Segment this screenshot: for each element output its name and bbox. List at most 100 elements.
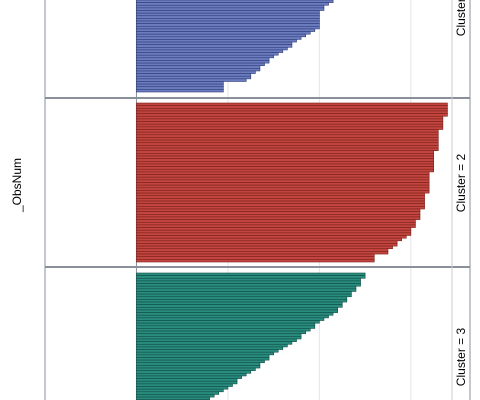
bar [136, 62, 265, 67]
bar [136, 283, 361, 287]
bar [136, 168, 435, 173]
bar [136, 325, 316, 329]
bar [136, 36, 302, 40]
bar [136, 288, 357, 292]
bar [136, 351, 274, 356]
bar [136, 190, 430, 194]
bar [136, 343, 288, 348]
bar [136, 304, 343, 308]
bar [136, 163, 435, 167]
bar [136, 338, 297, 342]
bar [136, 15, 320, 19]
bar [136, 126, 444, 130]
bar [136, 227, 412, 231]
bar [136, 280, 361, 284]
bar [136, 28, 316, 32]
bar [136, 320, 320, 324]
bar [136, 187, 430, 191]
panel-label: Cluster = 2 [454, 153, 468, 212]
bar [136, 203, 425, 207]
bar [136, 23, 320, 27]
bar [136, 113, 448, 117]
bar [136, 47, 288, 51]
bar [136, 354, 270, 358]
bar [136, 388, 224, 393]
bar [136, 70, 256, 74]
bar [136, 195, 425, 199]
bar [136, 396, 210, 400]
bar [136, 49, 284, 53]
bar [136, 293, 352, 298]
bar [136, 333, 302, 337]
bar [136, 10, 320, 14]
bar [136, 291, 352, 295]
bar [136, 367, 256, 371]
bar [136, 200, 425, 205]
bar [136, 123, 444, 128]
bar [136, 31, 311, 35]
bar [136, 322, 316, 327]
bar [136, 52, 279, 56]
bar [136, 41, 293, 45]
bar [136, 216, 421, 220]
bar [136, 299, 348, 303]
bar [136, 365, 261, 369]
bar [136, 330, 306, 335]
bar [136, 370, 252, 374]
bar [136, 380, 238, 385]
bar [136, 75, 252, 80]
bar [136, 391, 220, 395]
bar [136, 65, 261, 69]
bar [136, 129, 439, 133]
bar [136, 89, 224, 93]
bar [136, 102, 448, 106]
bar [136, 166, 435, 170]
bar [136, 229, 412, 234]
bar [136, 12, 320, 17]
bar [136, 145, 439, 149]
bar [136, 192, 425, 197]
bar [136, 184, 430, 189]
bar [136, 277, 361, 282]
bar [136, 4, 325, 9]
bar [136, 73, 252, 77]
bar [136, 60, 270, 64]
bar [136, 81, 224, 85]
bar [136, 174, 430, 178]
bar [136, 110, 448, 114]
bar [136, 394, 215, 398]
bar [136, 211, 421, 215]
bar [136, 179, 430, 183]
bar [136, 105, 448, 109]
y-axis-label: _ObsNum [10, 158, 24, 213]
bar [136, 301, 343, 305]
bar [136, 147, 439, 152]
bar [136, 78, 247, 82]
bar [136, 272, 366, 276]
bar [136, 245, 393, 250]
bar [136, 275, 366, 279]
panel-label: Cluster = 1 [454, 0, 468, 36]
bar [136, 341, 293, 345]
bar [136, 307, 338, 311]
bar [136, 2, 329, 6]
bar [136, 161, 435, 165]
bar [136, 121, 444, 125]
bar [136, 206, 425, 210]
bar [136, 171, 430, 175]
panel-label: Cluster = 3 [454, 327, 468, 386]
bar [136, 176, 430, 181]
bar [136, 83, 224, 88]
bar [136, 182, 430, 186]
bar [136, 221, 416, 226]
bar [136, 214, 421, 218]
bar [136, 251, 389, 255]
bar [136, 86, 224, 90]
bar [136, 139, 439, 144]
bar [136, 137, 439, 141]
bar [136, 153, 435, 157]
bar [136, 33, 306, 38]
bar [136, 20, 320, 24]
bar [136, 232, 412, 236]
bar [136, 108, 448, 112]
